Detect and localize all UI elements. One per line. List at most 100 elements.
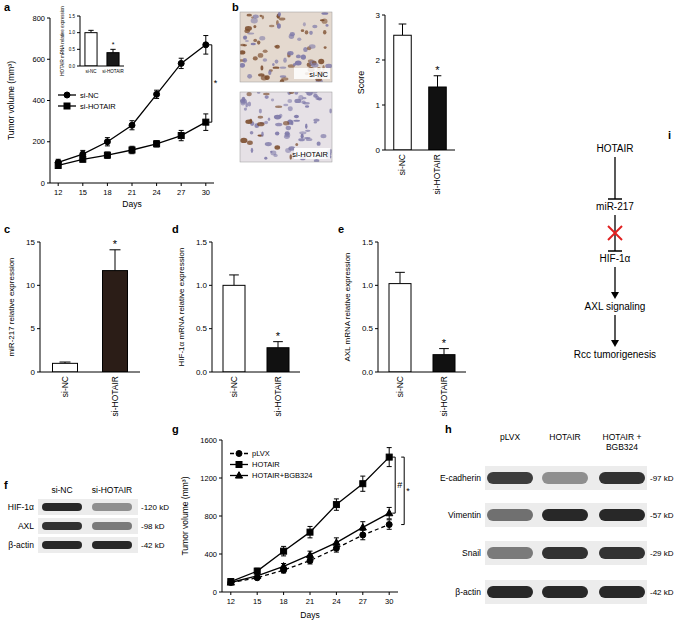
x-tick <box>230 592 231 595</box>
point <box>228 579 234 585</box>
block-mark <box>608 226 622 240</box>
ihc-cell <box>253 25 256 28</box>
x-tick <box>156 183 157 186</box>
bar <box>223 285 245 372</box>
legend-label: HOTAIR <box>252 460 280 469</box>
significance: * <box>435 64 440 76</box>
ihc-cell <box>250 131 254 134</box>
x-tick <box>181 183 182 186</box>
blot-band <box>487 509 533 521</box>
ihc-cell <box>240 99 247 104</box>
ihc-cell <box>283 104 288 106</box>
arrow-line <box>614 315 615 342</box>
error-cap <box>308 558 313 559</box>
y-tick <box>77 16 80 17</box>
x-axis-label: Days <box>122 199 141 209</box>
ihc-label-bg <box>294 68 330 79</box>
ihc-cell <box>304 137 311 139</box>
blot-band <box>92 541 132 549</box>
blot-size-label: -98 kD <box>141 522 165 531</box>
panel-label: i <box>668 129 671 141</box>
error-cap <box>387 529 392 530</box>
plot-area <box>394 24 447 150</box>
y-tick <box>77 66 80 67</box>
y-axis-line <box>80 16 81 66</box>
blot-strip <box>485 541 647 565</box>
blot-strip <box>485 503 647 527</box>
point <box>227 579 234 585</box>
blot-row-label: β-actin <box>8 540 34 550</box>
ihc-cell <box>313 94 318 98</box>
point <box>228 580 234 586</box>
ihc-cell <box>261 75 268 80</box>
point <box>307 558 313 564</box>
legend-marker <box>236 451 242 457</box>
y-tick-label: 800 <box>204 512 217 521</box>
ihc-cell <box>290 32 295 36</box>
ihc-cell <box>247 33 254 35</box>
y-tick <box>37 285 40 286</box>
ihc-cell <box>268 118 270 121</box>
arrow-head <box>611 292 619 299</box>
ihc-cell <box>257 92 260 94</box>
blot-band <box>42 541 82 549</box>
ihc-cell <box>287 51 293 56</box>
panel-label: f <box>4 479 8 491</box>
point <box>360 481 366 487</box>
blot-band <box>42 503 82 511</box>
blot-strip <box>38 518 138 534</box>
error-cap <box>334 510 339 511</box>
ihc-cell <box>293 120 300 122</box>
ihc-cell <box>246 14 251 17</box>
plot-area <box>223 275 289 372</box>
x-tick <box>257 592 258 595</box>
ihc-cell <box>275 45 280 49</box>
error-cap <box>229 274 239 275</box>
x-tick-label: 15 <box>253 597 261 606</box>
bar <box>389 284 411 372</box>
bar <box>53 363 78 372</box>
blot-band <box>542 509 588 521</box>
ihc-cell <box>287 99 292 103</box>
ihc-cell <box>324 46 327 49</box>
error-cap <box>179 140 184 141</box>
x-tick-label: 21 <box>306 597 314 606</box>
ihc-cell <box>279 114 282 118</box>
y-axis-label: Tumor volume (mm³) <box>6 61 16 140</box>
y-tick <box>382 105 385 106</box>
significance: * <box>112 41 115 48</box>
plot-area <box>85 30 119 66</box>
y-tick-label: 1.0 <box>196 281 208 290</box>
x-tick-label: si-NC <box>397 154 407 175</box>
y-tick-label: 15 <box>26 238 35 247</box>
y-tick-label: 0.0 <box>69 64 76 69</box>
point <box>386 454 392 460</box>
ihc-cell <box>317 141 321 145</box>
y-axis-label: AXL mRNA relative expression <box>343 252 352 361</box>
diagram-node: HOTAIR <box>596 143 633 154</box>
y-tick <box>219 516 222 517</box>
y-axis: 0123Score <box>356 11 385 155</box>
y-tick-label: 0.0 <box>196 368 208 377</box>
panel-label: c <box>4 223 10 235</box>
ihc-cell <box>263 49 268 53</box>
y-axis-label: Tumor volume (mm³) <box>180 476 190 555</box>
y-tick <box>37 328 40 329</box>
plot-area <box>227 448 393 586</box>
blot-row-label: HIF-1α <box>8 502 34 512</box>
blot-strip <box>38 499 138 515</box>
x-tick-label: 30 <box>202 188 210 197</box>
point <box>154 141 160 147</box>
ihc-image <box>240 12 332 82</box>
ihc-cell <box>251 18 258 23</box>
y-tick-label: 0.5 <box>69 47 76 52</box>
point <box>178 60 184 66</box>
point <box>281 548 287 554</box>
legend: pLVXHOTAIRHOTAIR+BGB324 <box>230 449 313 480</box>
error-cap <box>130 129 135 130</box>
ihc-cell <box>240 50 245 54</box>
x-tick-label: si-HOTAIR <box>102 69 124 74</box>
ihc-cell <box>247 74 252 79</box>
error-cap <box>360 491 365 492</box>
point <box>104 152 110 158</box>
